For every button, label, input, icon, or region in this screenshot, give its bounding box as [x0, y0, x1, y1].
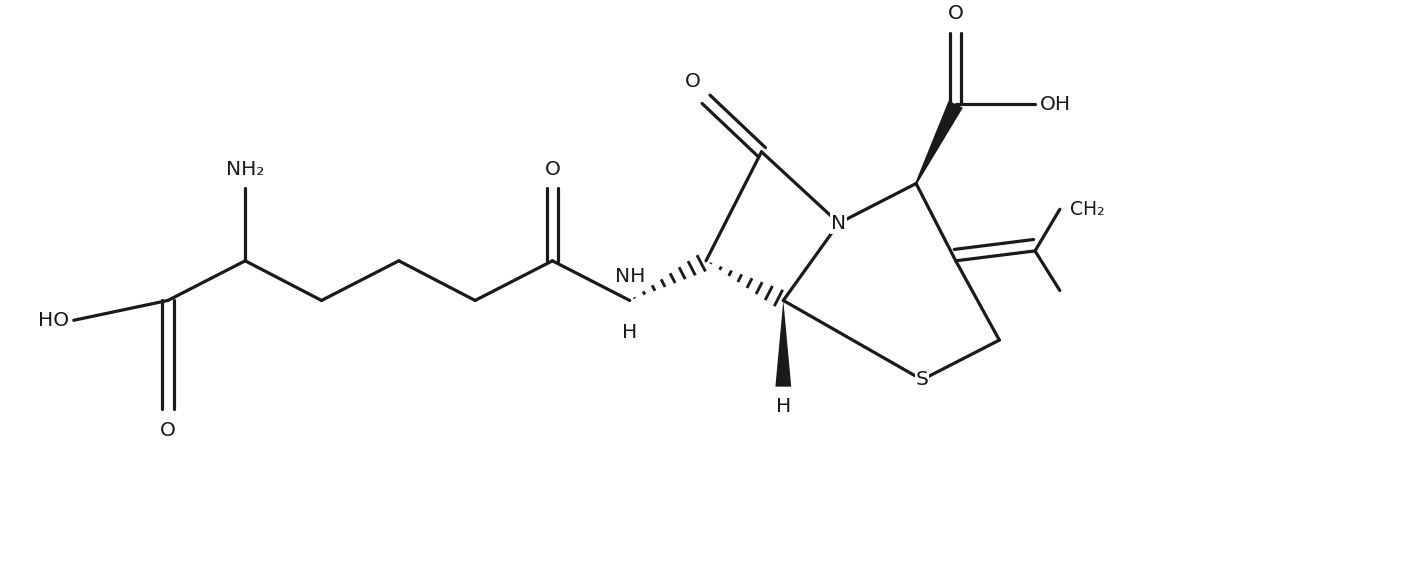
- Polygon shape: [915, 101, 963, 184]
- Text: NH₂: NH₂: [226, 160, 264, 178]
- Text: CH₂: CH₂: [1070, 200, 1104, 219]
- Text: OH: OH: [1039, 95, 1070, 114]
- Text: S: S: [916, 370, 929, 389]
- Text: H: H: [622, 323, 638, 341]
- Text: HO: HO: [38, 311, 69, 330]
- Text: NH: NH: [615, 267, 645, 286]
- Polygon shape: [775, 300, 792, 386]
- Text: O: O: [686, 72, 701, 91]
- Text: H: H: [776, 397, 790, 416]
- Text: O: O: [544, 160, 560, 178]
- Text: O: O: [160, 421, 175, 441]
- Text: N: N: [831, 214, 847, 233]
- Text: O: O: [947, 4, 964, 23]
